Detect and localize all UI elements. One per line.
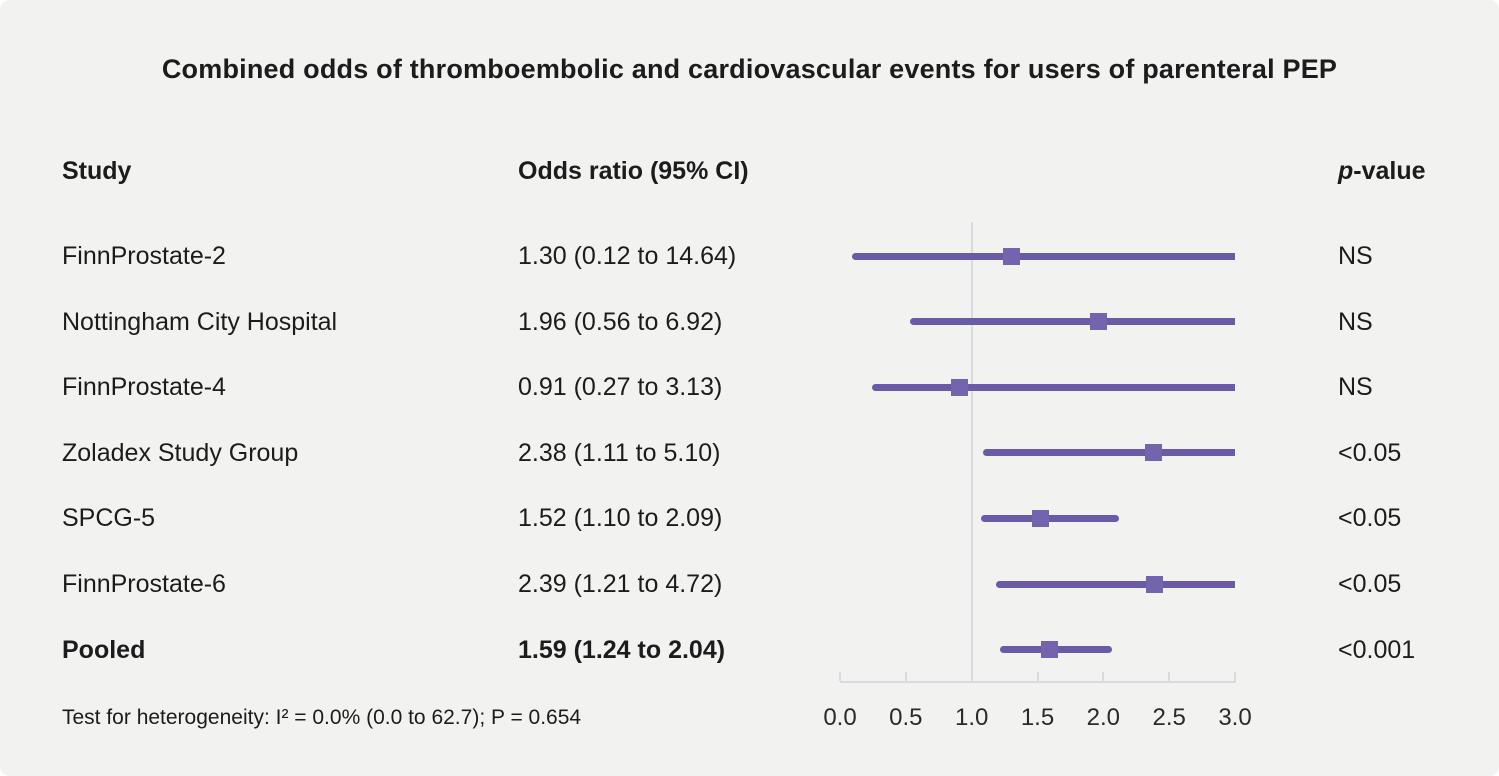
column-header-study: Study [62, 157, 132, 185]
odds-ratio-value: 1.59 (1.24 to 2.04) [518, 635, 726, 664]
x-axis-tick-label: 3.0 [1218, 704, 1252, 731]
p-value: NS [1338, 307, 1373, 336]
column-header-odds-ratio: Odds ratio (95% CI) [518, 157, 749, 185]
odds-ratio-value: 1.30 (0.12 to 14.64) [518, 242, 737, 270]
odds-ratio-marker [1031, 509, 1049, 527]
confidence-interval-line [852, 252, 1235, 260]
odds-ratio-marker [1040, 641, 1058, 659]
study-label: Nottingham City Hospital [62, 307, 338, 336]
reference-line-1 [970, 222, 973, 682]
odds-ratio-value: 2.39 (1.21 to 4.72) [518, 570, 723, 598]
p-value: <0.05 [1338, 504, 1402, 533]
p-value-italic-p: p [1338, 157, 1354, 185]
x-axis-tick-label: 1.5 [1020, 704, 1055, 731]
p-value: <0.05 [1338, 570, 1402, 598]
p-value: NS [1338, 242, 1373, 270]
p-value: <0.001 [1338, 635, 1416, 664]
study-label: Zoladex Study Group [62, 438, 299, 467]
x-axis-tick-label: 1.0 [954, 704, 989, 731]
confidence-interval-line [981, 514, 1119, 522]
x-axis-tick [1102, 672, 1105, 681]
odds-ratio-marker [1144, 444, 1162, 462]
column-header-p-value: p-value [1338, 155, 1426, 187]
odds-ratio-value: 0.91 (0.27 to 3.13) [518, 373, 723, 402]
study-label: FinnProstate-4 [62, 373, 226, 402]
confidence-interval-line [910, 318, 1235, 326]
chart-title: Combined odds of thromboembolic and card… [161, 54, 1338, 84]
study-label: SPCG-5 [62, 504, 156, 533]
heterogeneity-footnote: Test for heterogeneity: I² = 0.0% (0.0 t… [62, 706, 582, 729]
x-axis-tick-label: 0.0 [823, 704, 857, 731]
odds-ratio-marker [951, 378, 969, 396]
x-axis-tick-label: 2.0 [1086, 704, 1121, 731]
x-axis-tick-label: 0.5 [889, 704, 923, 731]
p-value: NS [1338, 373, 1373, 402]
confidence-interval-line [995, 580, 1235, 588]
x-axis-tick [1036, 672, 1039, 681]
odds-ratio-marker [1089, 313, 1107, 331]
confidence-interval-line [872, 383, 1235, 391]
odds-ratio-marker [1002, 247, 1020, 265]
x-axis-tick [1234, 672, 1236, 681]
x-axis-tick [970, 672, 973, 681]
odds-ratio-value: 1.96 (0.56 to 6.92) [518, 307, 723, 336]
x-axis-tick-label: 2.5 [1152, 704, 1186, 731]
odds-ratio-value: 1.52 (1.10 to 2.09) [518, 504, 723, 533]
x-axis-tick [839, 672, 841, 681]
odds-ratio-marker [1146, 575, 1164, 593]
odds-ratio-value: 2.38 (1.11 to 5.10) [518, 438, 721, 467]
x-axis-tick [904, 672, 907, 681]
p-value: <0.05 [1338, 438, 1402, 467]
x-axis-line [840, 681, 1236, 683]
study-label: FinnProstate-6 [62, 570, 226, 598]
study-label: Pooled [62, 635, 146, 664]
x-axis-tick [1168, 672, 1171, 681]
confidence-interval-line [982, 449, 1235, 457]
p-value-rest: -value [1353, 157, 1426, 185]
study-label: FinnProstate-2 [62, 242, 226, 270]
